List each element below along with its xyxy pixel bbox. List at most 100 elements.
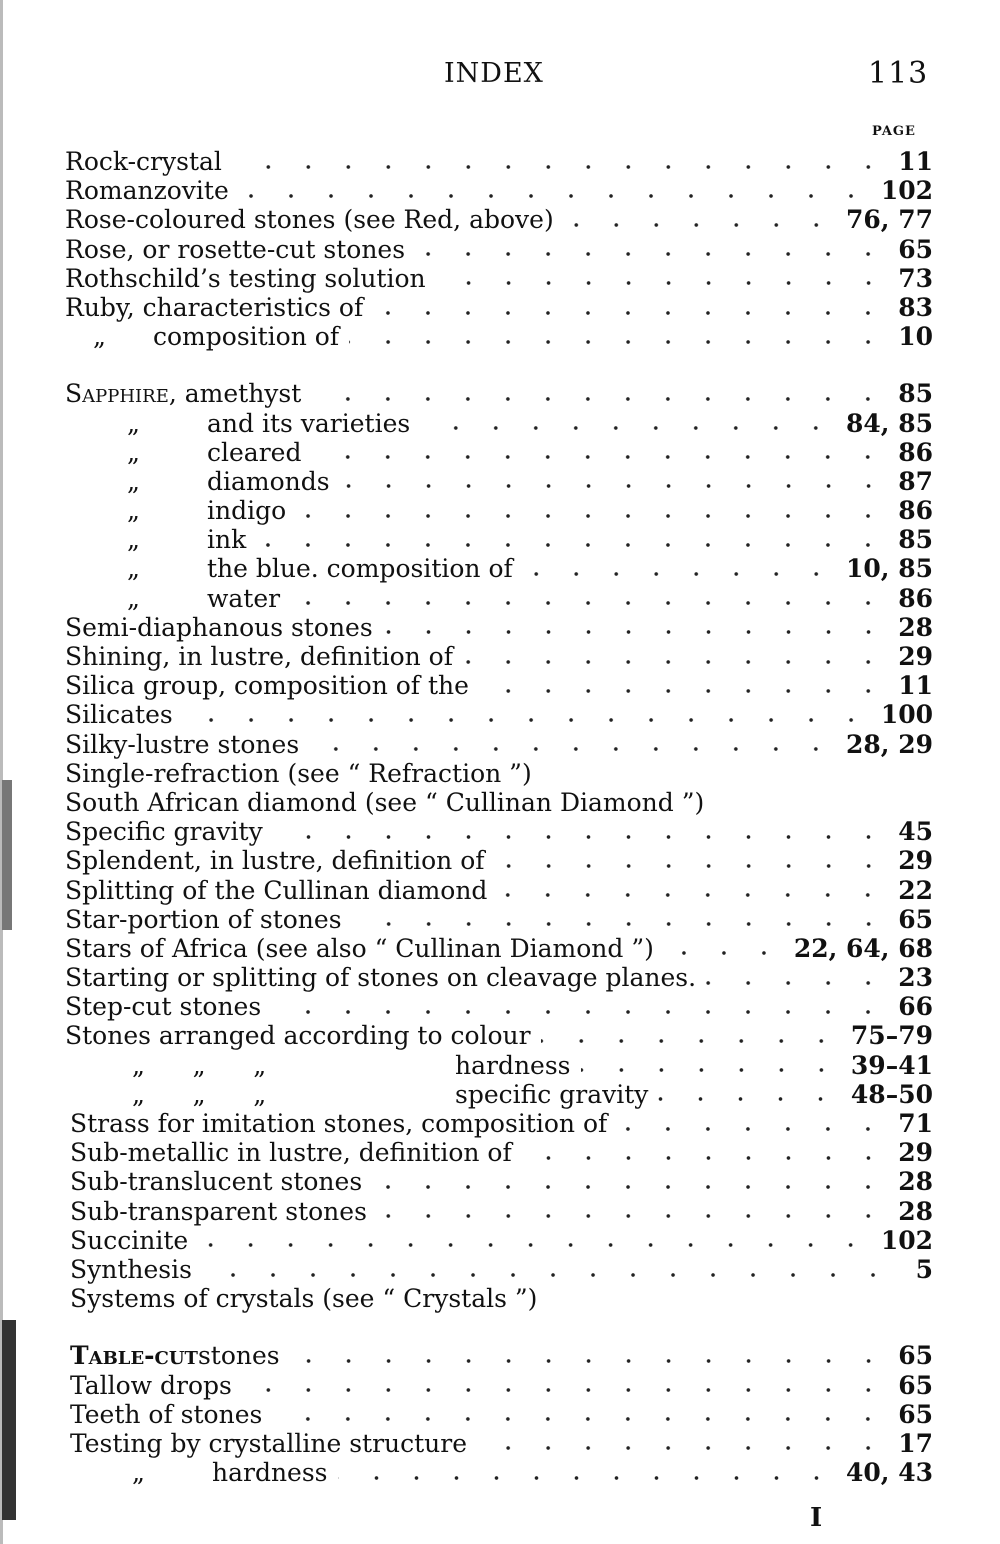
index-entry: Sapphire, amethyst 85	[65, 379, 933, 408]
page-reference: 11	[898, 671, 933, 701]
page-reference: 76, 77	[846, 205, 933, 235]
spacer	[65, 351, 933, 379]
index-entry: Star-portion of stones 65	[65, 905, 933, 934]
dot-leader	[463, 657, 889, 666]
page-reference: 65	[898, 1341, 933, 1371]
dot-leader	[372, 1182, 889, 1191]
index-entry: „ hardness 40, 43	[65, 1458, 933, 1487]
page-reference: 10, 85	[846, 554, 933, 584]
entry-text: Stars of Africa (see also “ Cullinan Dia…	[65, 933, 654, 963]
scan-smudge	[2, 1320, 16, 1520]
page-reference: 22	[898, 875, 933, 905]
entry-heading-word: Table-cut	[70, 1341, 198, 1371]
page-reference: 100	[880, 700, 933, 730]
ditto-mark: „	[127, 554, 140, 584]
index-entry: Tallow drops 65	[65, 1371, 933, 1400]
index-entry: „ composition of 10	[65, 322, 933, 351]
entry-text: Silica group, composition of the	[65, 671, 469, 701]
index-entry: Specific gravity 45	[65, 817, 933, 846]
dot-leader	[382, 628, 889, 637]
page-reference: 102	[880, 1225, 933, 1255]
ditto-mark: „	[127, 583, 140, 613]
index-entry: „ and its varieties 84, 85	[65, 409, 933, 438]
dot-leader	[415, 250, 889, 259]
index-entry: Strass for imitation stones, composition…	[65, 1109, 933, 1138]
index-entry: „ water 86	[65, 584, 933, 613]
entry-text: Teeth of stones	[70, 1399, 263, 1429]
index-entry: Succinite 102	[65, 1226, 933, 1255]
index-entry: South African diamond (see “ Cullinan Di…	[65, 788, 933, 817]
index-entry: Step-cut stones 66	[65, 992, 933, 1021]
ditto-mark: „	[127, 496, 140, 526]
index-entry: „ „ „ hardness 39–41	[65, 1051, 933, 1080]
index-entry: Rose-coloured stones (see Red, above) 76,…	[65, 205, 933, 234]
entry-text: Rose-coloured stones (see Red, above)	[65, 205, 554, 235]
dot-leader	[349, 337, 889, 346]
index-entry: Rothschild’s testing solution 73	[65, 264, 933, 293]
dot-leader	[351, 920, 889, 929]
dot-leader	[337, 1473, 836, 1482]
entry-text: Rothschild’s testing solution	[65, 263, 426, 293]
page-reference: 85	[898, 379, 933, 409]
entry-text: specific gravity	[455, 1079, 649, 1109]
index-entry: Sub-translucent stones 28	[65, 1167, 933, 1196]
entry-text: cleared	[207, 437, 302, 467]
dot-leader	[311, 453, 889, 462]
dot-leader	[663, 949, 784, 958]
index-entry: „ the blue. composition of 10, 85	[65, 554, 933, 583]
page-reference: 86	[898, 496, 933, 526]
dot-leader	[494, 861, 889, 870]
scan-smudge	[2, 780, 12, 930]
entry-text: stones	[197, 1341, 280, 1371]
signature-mark: I	[810, 1503, 823, 1533]
dot-leader	[580, 1066, 841, 1075]
running-title: INDEX	[444, 58, 544, 89]
entry-text: Splendent, in lustre, definition of	[65, 846, 485, 876]
dot-leader	[477, 1444, 889, 1453]
dot-leader	[256, 540, 889, 549]
index-entry: Stars of Africa (see also “ Cullinan Dia…	[65, 934, 933, 963]
index-entry: Silky-lustre stones 28, 29	[65, 730, 933, 759]
entry-text: Star-portion of stones	[65, 904, 342, 934]
index-entry: Systems of crystals (see “ Crystals ”)	[65, 1284, 933, 1313]
page-reference: 40, 43	[846, 1458, 933, 1488]
dot-leader	[706, 978, 889, 987]
index-entry: Sub-metallic in lustre, definition of 29	[65, 1138, 933, 1167]
dot-leader	[497, 891, 889, 900]
ditto-mark: „	[127, 466, 140, 496]
entry-text: Single-refraction (see “ Refraction ”)	[65, 758, 532, 788]
ditto-mark: „	[127, 437, 140, 467]
page-reference: 11	[898, 147, 933, 176]
page-reference: 65	[898, 1370, 933, 1400]
entry-text: Rock-crystal	[65, 147, 222, 176]
entry-text: Semi-diaphanous stones	[65, 612, 373, 642]
index-entry: Sub-transparent stones 28	[65, 1197, 933, 1226]
entry-text: Rose, or rosette-cut stones	[65, 234, 406, 264]
page-reference: 22, 64, 68	[793, 933, 933, 963]
entry-text: diamonds	[207, 466, 330, 496]
index-entry: Silica group, composition of the 11	[65, 671, 933, 700]
page-reference: 29	[898, 846, 933, 876]
entry-text: Starting or splitting of stones on cleav…	[65, 963, 697, 993]
dot-leader	[271, 1007, 889, 1016]
page-reference: 28, 29	[846, 729, 933, 759]
ditto-mark: „	[93, 322, 106, 352]
dot-leader	[478, 686, 889, 695]
dot-leader	[521, 1153, 889, 1162]
dot-leader	[435, 279, 889, 288]
entry-text: Systems of crystals (see “ Crystals ”)	[70, 1284, 538, 1314]
entry-text: Synthesis	[70, 1254, 192, 1284]
entry-text: , amethyst	[168, 379, 302, 409]
entry-text: Silicates	[65, 700, 173, 730]
page-reference: 65	[898, 1399, 933, 1429]
entry-text: water	[207, 583, 281, 613]
page-column-label: PAGE	[872, 124, 916, 139]
ditto-mark: „	[127, 525, 140, 555]
index-entries: Rock-crystal 11 Romanzovite 102 Rose-coloure…	[65, 147, 933, 1487]
dot-leader	[289, 1356, 889, 1365]
entry-text: indigo	[207, 496, 287, 526]
page-reference: 17	[898, 1428, 933, 1458]
index-entry: Romanzovite 102	[65, 176, 933, 205]
index-entry: Testing by crystalline structure 17	[65, 1429, 933, 1458]
index-entry: Shining, in lustre, definition of 29	[65, 642, 933, 671]
